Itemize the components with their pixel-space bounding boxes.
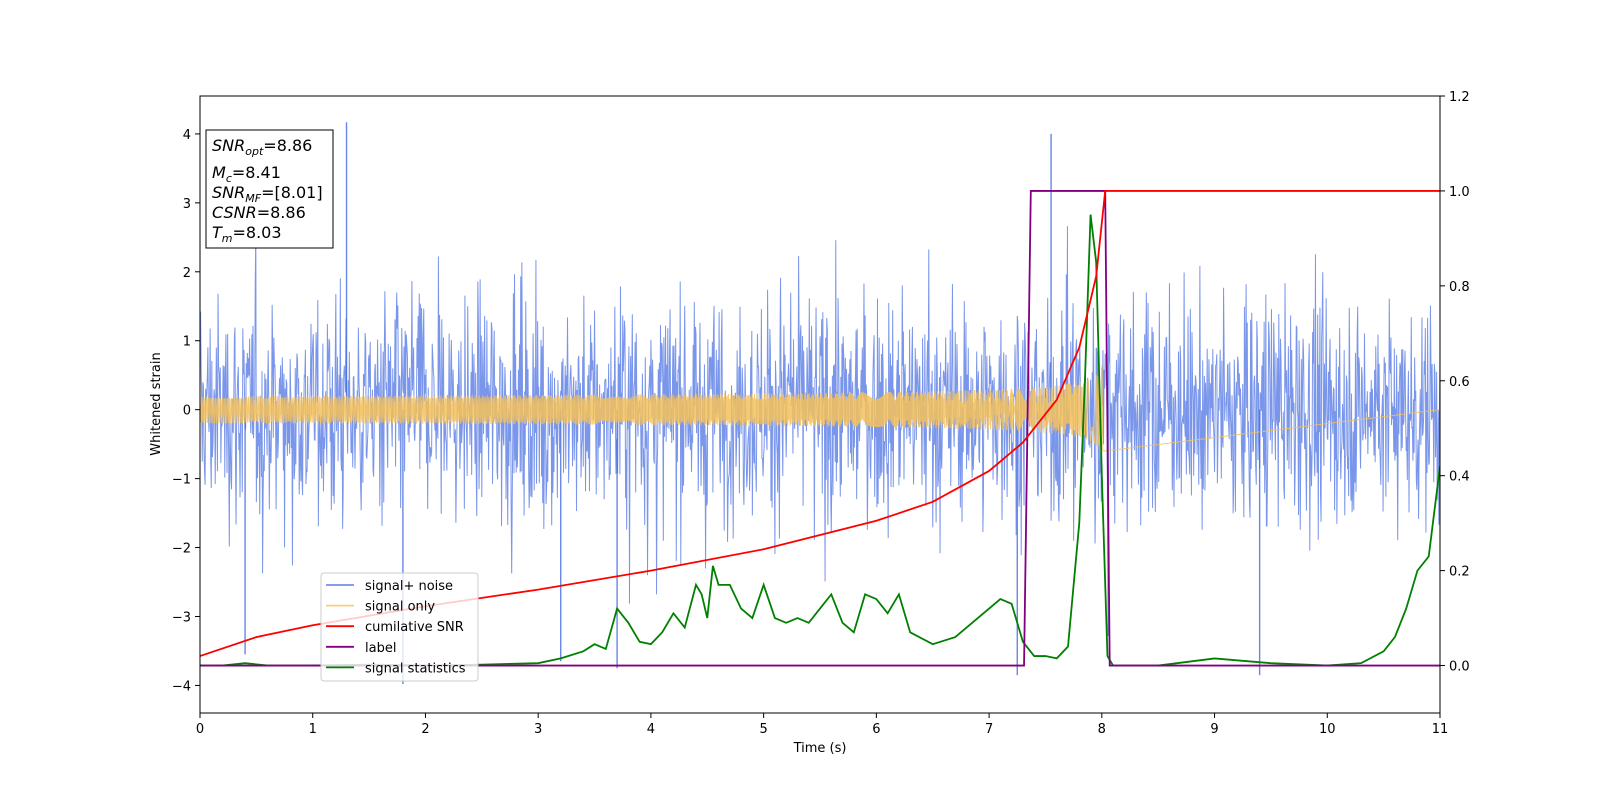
y-left-tick-label: −3 (172, 610, 191, 625)
y-left-tick-label: 4 (183, 128, 191, 143)
tm-sub: m (222, 232, 233, 245)
tm-base: T (212, 223, 223, 242)
snr-mf-value: =[8.01] (261, 183, 323, 202)
x-axis-label: Time (s) (793, 741, 847, 756)
y-left-tick-label: −4 (172, 679, 191, 694)
csnr-value: =8.86 (257, 203, 306, 222)
x-tick-label: 6 (872, 722, 880, 737)
series-signal-noise-line (200, 226, 1440, 636)
legend-frame (320, 572, 479, 682)
snr-mf-sub: MF (245, 192, 261, 205)
y-right-tick-label: 0.4 (1449, 470, 1470, 485)
y-right-tick-label: 0.6 (1449, 375, 1470, 390)
annotation-box: SNRopt=8.86 Mc=8.41 SNRMF=[8.01] CSNR=8.… (205, 129, 334, 249)
mc-sub: c (226, 172, 232, 185)
y-right-tick-label: 1.2 (1449, 90, 1470, 105)
x-tick-label: 5 (759, 722, 767, 737)
y-left-tick-label: 1 (183, 335, 191, 350)
x-tick-label: 11 (1432, 722, 1449, 737)
x-tick-label: 2 (421, 722, 429, 737)
legend-label: signal only (365, 600, 435, 615)
svg-text:SNRopt=8.86: SNRopt=8.86 (212, 136, 312, 158)
mc-value: =8.41 (232, 163, 281, 182)
svg-text:CSNR=8.86: CSNR=8.86 (212, 203, 306, 222)
y-left-tick-label: 3 (183, 197, 191, 212)
x-tick-label: 3 (534, 722, 542, 737)
x-tick-label: 9 (1210, 722, 1218, 737)
snr-opt-base: SNR (212, 136, 245, 155)
series-signal-only-line (200, 365, 1440, 452)
y-right-tick-label: 0.2 (1449, 565, 1470, 580)
legend-label: signal statistics (365, 661, 466, 676)
csnr-base: CSNR (212, 203, 257, 222)
legend-label: label (365, 641, 396, 656)
y-right-tick-label: 0.0 (1449, 660, 1470, 675)
y-right-tick-label: 1.0 (1449, 185, 1470, 200)
snr-opt-sub: opt (245, 145, 264, 158)
x-tick-label: 8 (1098, 722, 1106, 737)
legend: signal+ noise signal only cumilative SNR la… (320, 572, 479, 682)
x-tick-label: 0 (196, 722, 204, 737)
series-label-line (200, 190, 1440, 667)
snr-mf-base: SNR (212, 183, 245, 202)
mc-base: M (212, 163, 226, 182)
x-tick-label: 1 (309, 722, 317, 737)
svg-text:Tm=8.03: Tm=8.03 (212, 223, 282, 245)
plot-frame (199, 95, 1441, 714)
x-tick-label: 4 (647, 722, 655, 737)
svg-text:SNRMF=[8.01]: SNRMF=[8.01] (212, 183, 323, 205)
x-tick-label: 7 (985, 722, 993, 737)
y-left-tick-label: 0 (183, 404, 191, 419)
y-left-tick-label: −2 (172, 542, 191, 557)
tm-value: =8.03 (233, 223, 282, 242)
x-tick-label: 10 (1319, 722, 1336, 737)
y-right-tick-label: 0.8 (1449, 280, 1470, 295)
legend-label: cumilative SNR (365, 620, 464, 635)
y-axis-label: Whitened strain (149, 352, 164, 455)
snr-opt-value: =8.86 (263, 136, 312, 155)
svg-text:Mc=8.41: Mc=8.41 (212, 163, 281, 185)
legend-label: signal+ noise (365, 579, 453, 594)
y-left-tick-label: 2 (183, 266, 191, 281)
y-left-tick-label: −1 (172, 473, 191, 488)
